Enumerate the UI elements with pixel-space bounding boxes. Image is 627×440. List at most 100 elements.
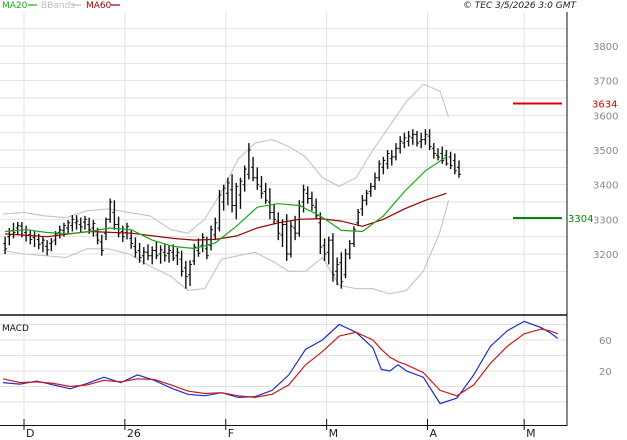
ohlc-bar	[318, 212, 323, 254]
ohlc-bar	[360, 195, 365, 216]
macd-tick-label: 60	[599, 336, 612, 347]
ohlc-bar	[175, 247, 180, 266]
ohlc-bar	[95, 228, 100, 245]
x-tick-label: A	[430, 427, 438, 440]
bband-upper-line	[2, 83, 450, 234]
ohlc-bar	[200, 233, 205, 253]
ohlc-bar	[436, 148, 441, 161]
ohlc-bar	[234, 182, 239, 220]
ohlc-bar	[267, 188, 272, 220]
ohlc-bar	[146, 244, 151, 261]
ohlc-bar	[217, 189, 222, 232]
price-tick-label: 3400	[593, 181, 618, 192]
ohlc-bar	[335, 257, 340, 286]
ma60-line	[5, 192, 447, 241]
ohlc-bar	[225, 177, 230, 206]
ohlc-bar	[137, 242, 142, 263]
ohlc-bar	[389, 150, 394, 166]
ohlc-bar	[57, 225, 62, 239]
price-gridlines	[0, 28, 567, 272]
ohlc-bar	[427, 129, 432, 150]
ohlc-bar	[381, 156, 386, 175]
legend-ma20-label: MA20	[2, 1, 28, 11]
price-tick-label: 3600	[593, 111, 618, 122]
legend: MA20 BBands MA60	[2, 1, 120, 11]
ohlc-bar	[74, 215, 79, 230]
ohlc-bar	[393, 143, 398, 161]
ohlc-bar	[99, 234, 104, 256]
level-label: 3304	[568, 214, 593, 225]
price-panel	[0, 12, 567, 314]
macd-title: MACD	[2, 324, 29, 334]
ohlc-bar	[314, 198, 319, 220]
ohlc-bar	[452, 153, 457, 175]
price-tick-label: 3700	[593, 77, 618, 88]
credit-text: © TEC 3/5/2026 3:0 GMT	[463, 1, 578, 11]
ohlc-bar	[70, 215, 75, 232]
ohlc-bar	[406, 130, 411, 147]
price-tick-label: 3500	[593, 146, 618, 157]
ohlc-bar	[150, 246, 155, 265]
ohlc-bar	[238, 177, 243, 209]
ohlc-bar	[410, 129, 415, 145]
ohlc-bar	[188, 260, 193, 286]
ohlc-bar	[351, 226, 356, 248]
ohlc-bar	[419, 132, 424, 149]
ohlc-bar	[82, 215, 87, 230]
ohlc-bar	[280, 219, 285, 248]
ohlc-bar	[28, 229, 33, 245]
level-labels: 3634 3304	[568, 100, 617, 225]
ohlc-bar	[246, 143, 251, 180]
ohlc-bar	[339, 252, 344, 289]
macd-tick-label: 20	[599, 367, 612, 378]
ohlc-bar	[242, 165, 247, 192]
ohlc-bar	[330, 233, 335, 282]
ohlc-bar	[204, 236, 209, 260]
ohlc-bar	[356, 208, 361, 227]
ohlc-bar	[108, 198, 113, 223]
ohlc-bar	[372, 172, 377, 190]
ohlc-bar	[230, 174, 235, 213]
ohlc-bar	[259, 176, 264, 199]
ma20-line	[5, 156, 447, 250]
ohlc-bar	[209, 225, 214, 251]
ohlc-bar	[444, 150, 449, 166]
x-tick-labels: D 26 F M A M	[23, 419, 536, 440]
ohlc-bar	[440, 146, 445, 164]
ohlc-bar	[154, 241, 159, 260]
legend-bbands-label: BBands	[41, 1, 75, 11]
ohlc-bar	[141, 247, 146, 265]
ohlc-bar	[120, 225, 125, 242]
ohlc-bar	[45, 240, 50, 256]
ohlc-bar	[402, 132, 407, 149]
ohlc-bar	[364, 189, 369, 206]
ohlc-bar	[448, 151, 453, 170]
ohlc-bar	[158, 245, 163, 264]
ohlc-bar	[78, 217, 83, 233]
ohlc-bar	[343, 248, 348, 279]
ohlc-bar	[368, 182, 373, 197]
ohlc-bar	[423, 129, 428, 145]
ohlc-bar	[179, 250, 184, 277]
ohlc-bar	[322, 238, 327, 261]
ohlc-bar	[457, 160, 462, 178]
ohlc-bar	[192, 243, 197, 266]
ohlc-bar	[398, 136, 403, 154]
price-tick-label: 3200	[593, 250, 618, 261]
x-tick-label: M	[329, 427, 339, 440]
ohlc-bar	[347, 240, 352, 260]
ohlc-bar	[162, 244, 167, 262]
ohlc-bar	[213, 217, 218, 241]
x-tick-label: 26	[127, 427, 141, 440]
ohlc-bar	[288, 221, 293, 258]
ohlc-bar	[276, 212, 281, 241]
macd-gridlines	[0, 324, 567, 403]
ohlc-bar	[49, 238, 54, 252]
ohlc-bar	[414, 130, 419, 147]
level-label: 3634	[592, 100, 617, 111]
ohlc-bar	[255, 167, 260, 190]
ohlc-bar	[305, 186, 310, 204]
price-tick-label: 3300	[593, 215, 618, 226]
